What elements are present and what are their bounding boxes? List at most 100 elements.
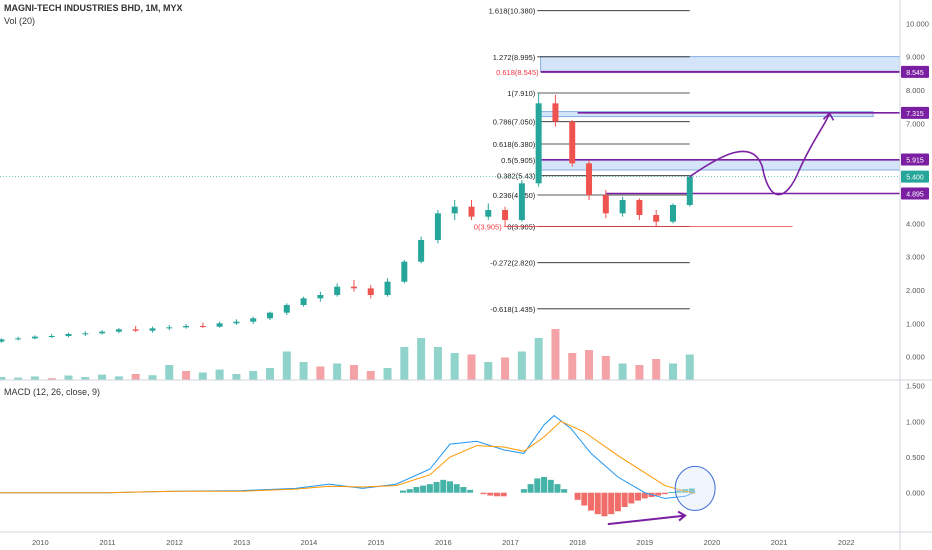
time-tick-label: 2020 — [704, 538, 721, 547]
volume-bar — [685, 354, 694, 380]
macd-histogram-bar — [675, 490, 682, 493]
volume-bar — [47, 378, 56, 380]
candle-body — [502, 210, 509, 220]
macd-histogram-bar — [420, 485, 427, 493]
candle-body — [216, 323, 223, 327]
time-tick-label: 2011 — [99, 538, 115, 547]
volume-bar — [366, 371, 375, 380]
time-tick-label: 2012 — [166, 538, 183, 547]
price-tick-label: 10.000 — [906, 19, 929, 28]
macd-histogram-bar — [608, 492, 615, 515]
volume-bar — [30, 376, 39, 380]
fib-label: 1(7.910) — [507, 89, 535, 98]
macd-histogram-bar — [661, 492, 668, 495]
volume-bar — [517, 351, 526, 380]
macd-line — [0, 414, 696, 499]
highlight-ellipse — [674, 465, 716, 511]
macd-histogram-bar — [628, 492, 635, 504]
symbol-title: MAGNI-TECH INDUSTRIES BHD, 1M, MYX — [4, 3, 183, 13]
candle-body — [619, 200, 626, 214]
macd-histogram-bar — [621, 492, 628, 507]
fib-label: 0.786(7.050) — [493, 118, 536, 127]
macd-histogram-bar — [594, 492, 601, 515]
volume-bar — [383, 368, 392, 380]
candle-body — [183, 326, 190, 328]
level-badge-text: 7.315 — [906, 111, 924, 118]
level-badge — [901, 153, 929, 166]
candle-body — [669, 205, 676, 222]
price-tick-label: 0.000 — [906, 353, 925, 362]
candle-body — [166, 327, 173, 329]
macd-histogram-bar — [440, 479, 447, 493]
price-tick-label: 4.000 — [906, 219, 925, 228]
time-tick-label: 2019 — [636, 538, 653, 547]
time-tick-label: 2016 — [435, 538, 452, 547]
macd-pane[interactable] — [0, 414, 716, 526]
level-badge — [901, 187, 929, 200]
volume-bar — [198, 372, 207, 380]
projection-path — [689, 113, 831, 196]
level-badge-text: 8.545 — [906, 70, 924, 77]
fib-red-label: 0.618(8.545) — [496, 68, 539, 77]
price-tick-label: 7.000 — [906, 119, 925, 128]
volume-bar — [81, 377, 90, 380]
volume-bar — [417, 338, 426, 380]
fib-label: 1.618(10.380) — [489, 7, 536, 16]
candle-body — [99, 331, 106, 334]
macd-tick-label: 1.000 — [906, 417, 925, 426]
candle-body — [283, 305, 290, 313]
volume-bar — [64, 375, 73, 380]
fib-red-label: 0(3.905) — [474, 223, 502, 232]
candle-body — [451, 206, 458, 214]
volume-bar — [333, 363, 342, 380]
candle-body — [267, 312, 273, 319]
signal-line — [0, 420, 696, 494]
volume-bar — [182, 371, 191, 380]
macd-histogram-bar — [635, 492, 642, 501]
fib-label: 0.382(5.43) — [497, 172, 536, 181]
price-tick-label: 2.000 — [906, 286, 925, 295]
fib-label: 0.618(6.380) — [493, 140, 536, 149]
volume-bar — [433, 347, 442, 380]
time-tick-label: 2022 — [838, 538, 855, 547]
volume-bar — [501, 357, 510, 380]
candle-body — [602, 195, 609, 214]
volume-bar — [618, 363, 627, 380]
macd-histogram-bar — [494, 492, 501, 497]
macd-histogram-bar — [574, 492, 581, 500]
candle-body — [82, 333, 89, 335]
candle-body — [132, 329, 139, 331]
volume-label: Vol (20) — [4, 16, 36, 26]
volume-bar — [349, 365, 358, 380]
volume-bar — [652, 359, 661, 380]
fib-label: -0.618(1.435) — [490, 305, 536, 314]
volume-bar — [232, 374, 241, 380]
volume-bar — [450, 353, 459, 380]
fib-label: 0.236(4.850) — [493, 191, 536, 200]
macd-histogram-bar — [453, 484, 460, 493]
macd-histogram-bar — [480, 492, 487, 495]
macd-histogram-bar — [581, 492, 588, 506]
time-tick-label: 2014 — [301, 538, 318, 547]
macd-histogram-bar — [520, 489, 527, 493]
macd-histogram-bar — [641, 492, 648, 499]
candle-body — [233, 321, 240, 324]
candle-body — [334, 286, 341, 295]
target-zone — [540, 56, 901, 73]
macd-tick-label: 0.500 — [906, 453, 925, 462]
price-pane[interactable]: 1.618(10.380) 1.272(8.995) 1(7.910) 0.786(7… — [0, 7, 901, 380]
candle-body — [367, 288, 374, 295]
candle-body — [31, 336, 38, 339]
candle-body — [149, 328, 156, 331]
macd-histogram-bar — [588, 492, 595, 511]
volume-bar — [585, 350, 594, 380]
time-tick-label: 2018 — [569, 538, 586, 547]
divergence-arrow — [607, 514, 686, 526]
candle-body — [518, 183, 525, 220]
level-badge-text: 5.400 — [906, 175, 924, 182]
macd-histogram-bar — [688, 488, 695, 493]
macd-histogram-bar — [527, 484, 534, 493]
candle-body — [552, 103, 559, 122]
divergence-arrowhead — [677, 510, 687, 522]
